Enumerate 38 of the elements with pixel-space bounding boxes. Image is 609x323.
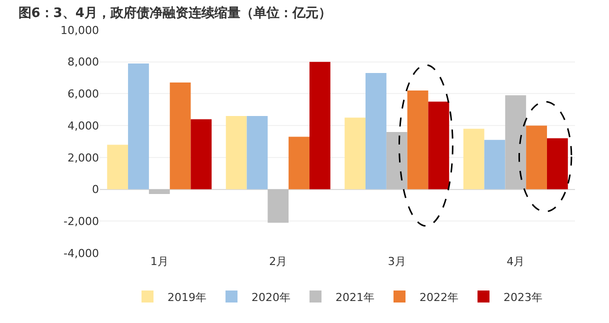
bar — [128, 63, 149, 190]
bar — [190, 119, 212, 190]
bar — [463, 128, 484, 190]
bar — [268, 189, 289, 223]
bar — [288, 136, 310, 190]
x-tick-label: 4月 — [506, 255, 525, 268]
bar — [309, 62, 330, 190]
bar — [428, 102, 450, 190]
bar — [526, 126, 547, 190]
legend-label: 2019年 — [168, 290, 206, 304]
y-tick-label: 6,000 — [68, 88, 99, 101]
y-tick-label: -2,000 — [64, 214, 99, 228]
bar — [226, 116, 247, 190]
bar — [246, 116, 268, 190]
bar — [107, 144, 128, 190]
y-tick-label: 8,000 — [68, 56, 99, 69]
bar — [366, 73, 386, 190]
x-tick-label: 2月 — [269, 255, 288, 268]
bar — [170, 82, 191, 190]
bar — [386, 132, 408, 190]
y-tick-label: 0 — [92, 183, 99, 196]
y-tick-label: 4,000 — [68, 119, 99, 132]
legend-label: 2023年 — [504, 290, 542, 304]
legend-label: 2020年 — [252, 290, 290, 304]
legend-label: 2021年 — [336, 290, 374, 304]
bar — [546, 138, 568, 190]
x-tick-label: 3月 — [388, 255, 406, 268]
bar — [505, 95, 526, 190]
bar — [407, 90, 428, 190]
bar — [148, 189, 170, 194]
y-tick-label: 10,000 — [60, 24, 99, 37]
y-tick-label: 2,000 — [68, 151, 99, 164]
x-tick-label: 1月 — [150, 255, 168, 268]
y-tick-label: -4,000 — [64, 246, 99, 260]
chart-title: 图6：3、4月，政府债净融资连续缩量（单位：亿元） — [18, 5, 332, 22]
bar — [344, 118, 366, 190]
legend-label: 2022年 — [420, 290, 458, 304]
bar — [484, 140, 506, 190]
